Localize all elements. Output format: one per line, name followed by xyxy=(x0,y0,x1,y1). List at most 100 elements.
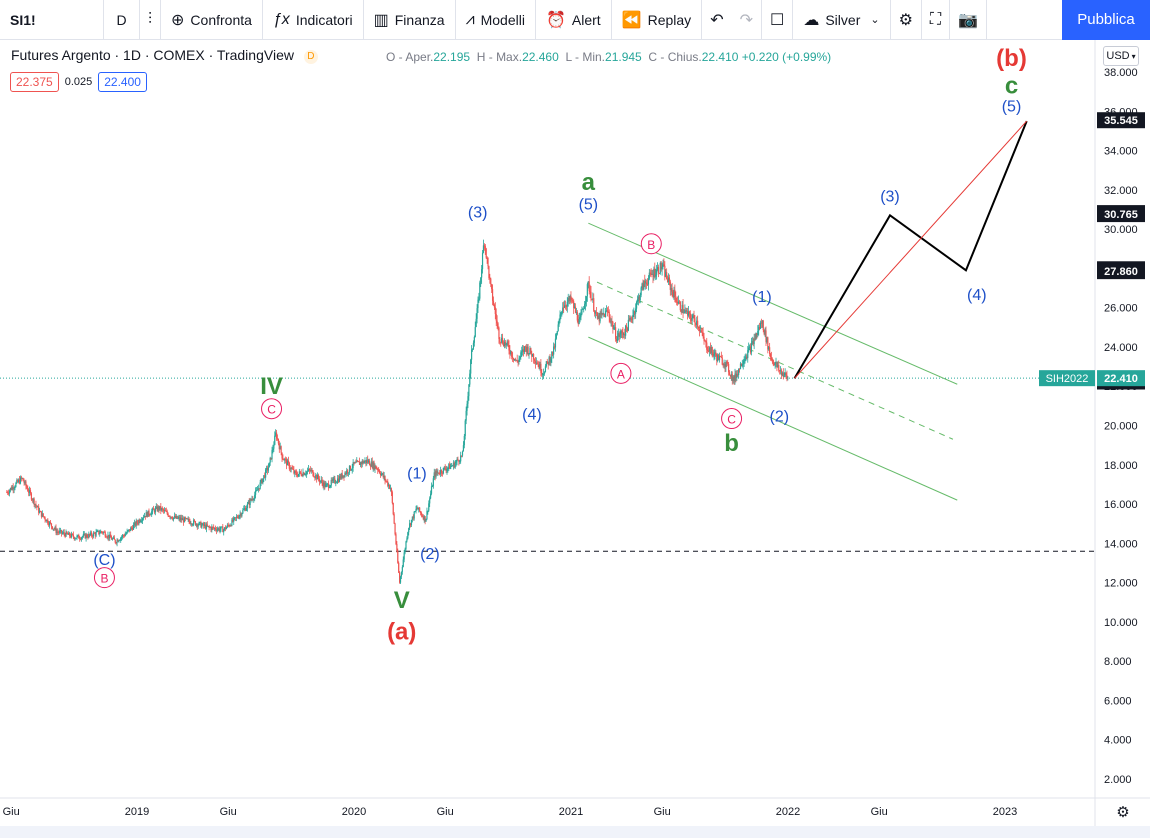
wave-label: b xyxy=(724,430,739,457)
candle-body xyxy=(599,312,601,322)
candle-body xyxy=(277,438,279,444)
candle-body xyxy=(541,372,543,375)
candle-body xyxy=(317,475,320,479)
candle-body xyxy=(572,300,574,302)
compare-button[interactable]: ⊕ Confronta xyxy=(161,0,263,40)
interval-button[interactable]: D xyxy=(104,0,140,40)
alert-button[interactable]: ⏰ Alert xyxy=(536,0,612,40)
candle-body xyxy=(451,465,454,467)
candle-body xyxy=(313,475,315,478)
gear-icon: ⚙ xyxy=(898,11,913,29)
candle-body xyxy=(706,342,708,350)
candle-body xyxy=(629,317,631,321)
buy-price[interactable]: 22.400 xyxy=(98,72,147,92)
candle-body xyxy=(346,470,348,474)
candle-body xyxy=(430,486,433,494)
candle-body xyxy=(447,467,449,469)
candle-body xyxy=(416,508,418,509)
candle-body xyxy=(648,272,650,279)
candle-body xyxy=(94,533,96,536)
candle-body xyxy=(223,529,225,533)
candle-body xyxy=(452,462,454,466)
candle-body xyxy=(712,352,714,356)
candle-body xyxy=(684,310,686,313)
layout-button[interactable]: ☐ xyxy=(762,0,794,40)
camera-icon: 📷 xyxy=(958,11,979,29)
candle-body xyxy=(489,277,491,279)
candle-body xyxy=(738,368,741,370)
publish-button[interactable]: Pubblica xyxy=(1062,0,1150,40)
candle-body xyxy=(224,527,227,530)
candle-body xyxy=(98,530,100,534)
candle-body xyxy=(81,536,84,538)
candle-body xyxy=(680,310,682,313)
candle-body xyxy=(221,526,223,528)
candle-body xyxy=(481,269,483,278)
symbol-search[interactable]: SI1! xyxy=(0,0,104,40)
candle-body xyxy=(306,471,308,475)
screenshot-button[interactable]: 📷 xyxy=(950,0,988,40)
candle-body xyxy=(636,299,639,302)
candle-body xyxy=(244,508,246,510)
candle-body xyxy=(47,519,49,524)
candle-body xyxy=(715,352,717,357)
gear-icon[interactable]: ⚙ xyxy=(1116,804,1129,821)
replay-icon: ⏪ xyxy=(621,11,642,29)
wave-label: (5) xyxy=(1002,98,1022,115)
redo-icon: ↷ xyxy=(739,11,753,29)
candle-body xyxy=(279,446,281,450)
candle-body xyxy=(594,312,597,314)
currency-selector[interactable]: USD ▾ xyxy=(1103,46,1139,66)
candle-body xyxy=(754,338,756,340)
candle-body xyxy=(337,478,339,483)
candle-body xyxy=(661,266,663,270)
candle-body xyxy=(546,361,548,362)
candle-body xyxy=(233,517,235,522)
candle-body xyxy=(560,312,562,315)
candle-body xyxy=(689,313,691,318)
replay-button[interactable]: ⏪ Replay xyxy=(612,0,703,40)
wave-label: (C) xyxy=(93,552,115,569)
candle-body xyxy=(627,319,629,331)
finance-button[interactable]: ▥ Finanza xyxy=(364,0,456,40)
currency-label: USD xyxy=(1106,50,1130,62)
indicators-button[interactable]: ƒx Indicatori xyxy=(263,0,364,40)
candle-body xyxy=(704,340,706,342)
candle-body xyxy=(185,518,187,520)
candle-body xyxy=(512,356,514,359)
candle-body xyxy=(354,462,356,464)
candle-body xyxy=(749,346,752,353)
candle-body xyxy=(588,281,590,291)
price-tick-label: 38.000 xyxy=(1104,67,1138,79)
candle-body xyxy=(66,531,68,534)
candle-body xyxy=(238,515,240,519)
settings-button[interactable]: ⚙ xyxy=(891,0,922,40)
candle-body xyxy=(601,313,603,315)
price-tick-label: 2.000 xyxy=(1104,774,1132,786)
candle-body xyxy=(368,460,371,466)
redo-button[interactable]: ↷ xyxy=(732,0,762,40)
candle-body xyxy=(146,512,148,517)
candle-body xyxy=(415,508,417,512)
candle-body xyxy=(327,483,329,485)
candle-body xyxy=(679,302,681,311)
candle-body xyxy=(550,358,552,363)
theme-selector[interactable]: ☁ Silver ⌄ xyxy=(793,0,891,40)
candle-body xyxy=(403,552,405,560)
undo-button[interactable]: ↶ xyxy=(702,0,731,40)
candle-body xyxy=(160,506,162,511)
candle-body xyxy=(86,534,88,538)
candle-body xyxy=(488,266,490,278)
models-button[interactable]: ⩘ Modelli xyxy=(456,0,536,40)
fullscreen-button[interactable]: ⛶ xyxy=(922,0,951,40)
candle-body xyxy=(119,540,121,541)
candle-body xyxy=(408,528,410,533)
candle-body xyxy=(607,311,609,313)
candle-body xyxy=(383,476,385,478)
sell-price[interactable]: 22.375 xyxy=(10,72,59,92)
bar-style-button[interactable]: ⫶ xyxy=(140,0,162,40)
candle-body xyxy=(285,458,287,460)
contract-label-bg xyxy=(1039,370,1095,387)
candle-body xyxy=(708,347,711,352)
